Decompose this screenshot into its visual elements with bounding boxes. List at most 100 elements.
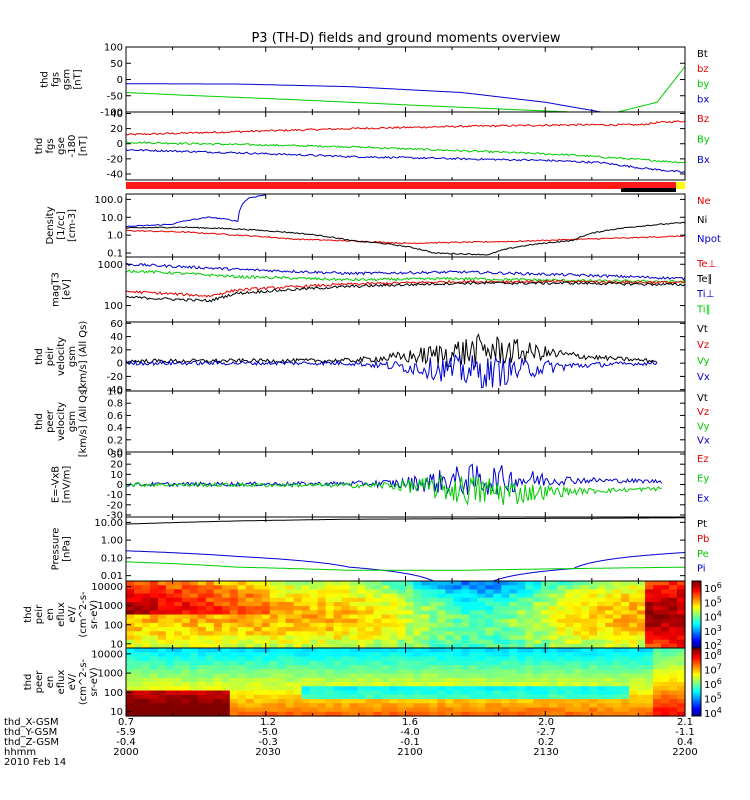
y-axis-label: thd xyxy=(23,674,34,691)
ephemeris-value: 0.4 xyxy=(677,737,693,748)
y-tick-label: 0.6 xyxy=(107,411,123,422)
ephemeris-value: -4.0 xyxy=(400,727,420,738)
colorbar-cell xyxy=(692,661,701,665)
panel-frame xyxy=(125,321,686,392)
colorbar-cell xyxy=(692,621,701,624)
y-axis-label: Pressure xyxy=(51,528,62,571)
colorbar-cell xyxy=(692,612,701,615)
y-tick-label: 0 xyxy=(117,359,123,370)
colorbar-cell xyxy=(692,686,701,690)
y-axis-label: [nT] xyxy=(78,136,89,156)
y-tick-label: 30 xyxy=(110,450,123,461)
colorbar-cell xyxy=(692,625,701,629)
panel-frame xyxy=(125,390,686,453)
legend-entry: By xyxy=(697,135,710,146)
panel-frame xyxy=(125,46,686,113)
series-line-Ti⊥ xyxy=(126,262,685,281)
y-axis-label: eflux xyxy=(56,670,67,695)
colorbar-cell xyxy=(692,668,701,672)
y-tick-label: 10 xyxy=(110,470,123,481)
y-tick-label: 10 xyxy=(110,639,123,650)
ephemeris-value: 0.7 xyxy=(118,717,134,728)
y-axis-label: en xyxy=(45,608,56,621)
series-line-Npot xyxy=(126,194,266,228)
y-tick-label: 1.00 xyxy=(101,536,123,547)
panel-fgs_gse: thd fgs gse -180 [nT] 40 20 0 -20 -40 Bz By Bx xyxy=(34,109,710,181)
colorbar-cell xyxy=(692,670,701,674)
colorbar-label: 106 xyxy=(704,677,722,691)
colorbar-cell xyxy=(692,706,701,710)
y-tick-label: 100.0 xyxy=(94,195,123,206)
legend-entry: Vx xyxy=(697,436,710,447)
panel-peir_eflux: thd peir en eflux eV/(cm^2-s-sr-eV) 10000 1000… xyxy=(23,580,722,652)
y-axis-label: peir xyxy=(45,346,56,366)
series-line-Pe xyxy=(126,561,685,571)
heatmap-cells xyxy=(126,581,686,649)
colorbar-cell xyxy=(692,614,701,618)
y-axis-label: gsm xyxy=(67,411,78,432)
colorbar-cell xyxy=(692,623,701,627)
y-axis-label: eV/ xyxy=(67,673,78,690)
colorbar-cell xyxy=(692,630,701,633)
y-tick-label: 0.10 xyxy=(101,553,123,564)
colorbar-cell xyxy=(692,594,701,598)
series-line-Ni xyxy=(126,221,685,256)
colorbar-cell xyxy=(692,679,701,683)
legend-entry: Te∥ xyxy=(696,274,713,285)
panel-peer_velocity: thd peer velocity gsm [km/s] (All Qs) 1.00.80… xyxy=(34,386,710,459)
panel-pressure: Pressure [nPa] 10.00 1.00 0.10 0.01 Pt Pb Pe Pi xyxy=(51,516,709,582)
colorbar-cell xyxy=(692,688,701,692)
colorbar-cell xyxy=(692,713,701,717)
colorbar-cell xyxy=(692,641,701,645)
panel-peir_velocity: thd peir velocity gsm [km/s] (All Qs) 60 40 20 0… xyxy=(34,319,710,396)
colorbar-cell xyxy=(692,682,701,685)
y-tick-label: 1.0 xyxy=(107,387,123,398)
y-axis-label: thd xyxy=(34,138,45,155)
series-group xyxy=(126,463,663,506)
y-tick-label: 1.0 xyxy=(107,231,123,242)
legend-entry: Pe xyxy=(697,549,709,560)
panel-peer_eflux: thd peer en eflux eV/(cm^2-s-sr-eV) 10000 1000… xyxy=(23,647,722,720)
y-tick-label: 20 xyxy=(110,345,123,356)
colorbar-cell xyxy=(692,610,701,613)
y-axis-label: peer xyxy=(34,670,45,694)
y-axis-label: eflux xyxy=(56,602,67,627)
colorbar-cell xyxy=(692,618,701,622)
ephemeris-row-label: thd_X-GSM xyxy=(4,717,59,728)
series-line-Ti∥ xyxy=(126,269,685,284)
y-tick-label: 10 xyxy=(110,707,123,718)
quality-flag-bar xyxy=(126,182,685,189)
y-axis-label: thd xyxy=(34,348,45,365)
colorbar-cell xyxy=(692,589,701,593)
ephemeris-value: -0.4 xyxy=(116,737,136,748)
colorbar-cell xyxy=(692,648,701,651)
y-axis-label: Density xyxy=(45,206,56,244)
colorbar-cell xyxy=(692,711,701,715)
panel-frame xyxy=(125,111,686,181)
colorbar-cell xyxy=(692,632,701,636)
y-tick-label: 40 xyxy=(110,109,123,120)
ephemeris-value: 2000 xyxy=(113,747,138,758)
colorbar-cell xyxy=(692,639,701,642)
series-group xyxy=(126,194,685,256)
colorbar-cell xyxy=(692,695,701,699)
y-tick-label: 20 xyxy=(110,124,123,135)
y-tick-label: 50 xyxy=(110,59,123,70)
colorbar-label: 102 xyxy=(704,638,722,652)
ephemeris-value: -5.9 xyxy=(116,727,136,738)
colorbar-cell xyxy=(692,643,701,647)
series-group xyxy=(126,517,685,581)
colorbar-cell xyxy=(692,684,701,688)
legend-entry: Ne xyxy=(697,196,711,207)
legend-entry: Vt xyxy=(697,324,708,335)
y-tick-label: 1000 xyxy=(98,669,123,680)
colorbar-cell xyxy=(692,697,701,701)
y-axis-label: [km/s] (All Qs) xyxy=(78,321,89,393)
y-axis-label: [mV/m] xyxy=(62,466,73,504)
colorbar-cell xyxy=(692,691,701,694)
colorbar-cell xyxy=(692,650,701,654)
colorbar-label: 108 xyxy=(704,648,722,662)
time-axis: thd_X-GSM 0.7 1.2 1.6 2.0 2.1 thd_Y-GSM -5.9 -5.… xyxy=(4,717,698,768)
y-tick-label: 0 xyxy=(117,480,123,491)
